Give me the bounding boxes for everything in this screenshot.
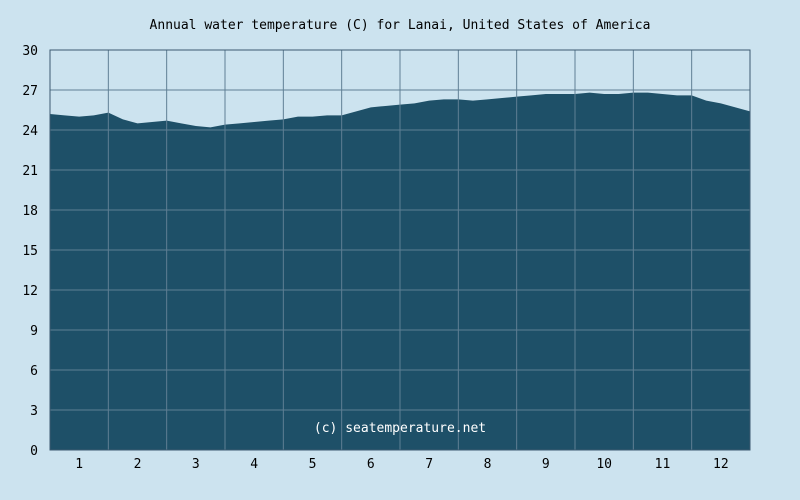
y-tick-label: 6 (30, 364, 38, 379)
y-tick-label: 9 (30, 324, 38, 339)
x-tick-label: 4 (250, 457, 258, 472)
x-tick-label: 5 (309, 457, 317, 472)
chart-title: Annual water temperature (C) for Lanai, … (149, 18, 651, 33)
x-tick-label: 11 (655, 457, 671, 472)
y-tick-label: 12 (22, 284, 38, 299)
x-tick-label: 3 (192, 457, 200, 472)
x-tick-label: 10 (596, 457, 612, 472)
y-tick-label: 0 (30, 444, 38, 459)
x-tick-label: 6 (367, 457, 375, 472)
x-tick-label: 1 (75, 457, 83, 472)
y-tick-label: 24 (22, 124, 38, 139)
watermark: (c) seatemperature.net (314, 421, 486, 436)
x-tick-label: 7 (425, 457, 433, 472)
y-tick-label: 18 (22, 204, 38, 219)
plot-border (49, 49, 751, 451)
x-tick-label: 12 (713, 457, 729, 472)
y-tick-label: 15 (22, 244, 38, 259)
y-tick-label: 27 (22, 84, 38, 99)
y-tick-label: 30 (22, 44, 38, 59)
x-tick-label: 2 (134, 457, 142, 472)
x-tick-label: 9 (542, 457, 550, 472)
x-tick-label: 8 (484, 457, 492, 472)
y-tick-label: 3 (30, 404, 38, 419)
y-tick-label: 21 (22, 164, 38, 179)
